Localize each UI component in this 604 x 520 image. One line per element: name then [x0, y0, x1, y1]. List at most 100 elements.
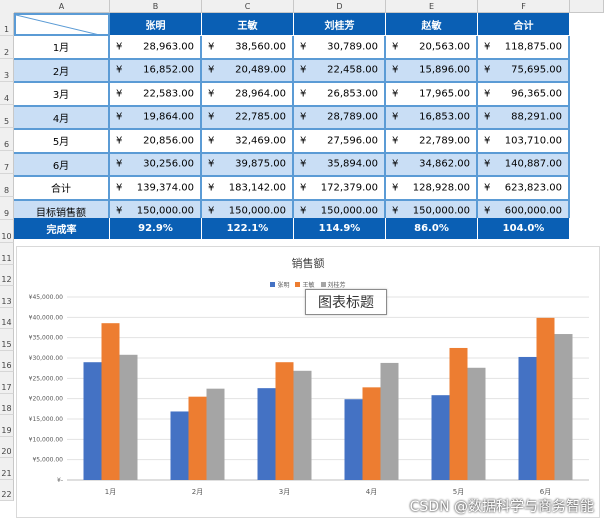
amount-cell[interactable]: ¥96,365.00: [478, 83, 570, 107]
row-header[interactable]: 20: [0, 436, 14, 458]
amount-cell[interactable]: ¥75,695.00: [478, 59, 570, 83]
bar-张明[interactable]: [344, 399, 363, 480]
header-cell[interactable]: 张明: [110, 13, 202, 36]
bar-王敏[interactable]: [536, 317, 555, 480]
row-header[interactable]: 16: [0, 350, 14, 372]
select-all-corner[interactable]: [0, 0, 15, 14]
column-header-e[interactable]: E: [386, 0, 478, 13]
row-label-cell[interactable]: 5月: [14, 130, 110, 154]
row-header[interactable]: 17: [0, 372, 14, 394]
bar-张明[interactable]: [170, 411, 189, 480]
sales-chart[interactable]: 销售额 张明 王敏 刘桂芳 ¥- ¥5,000.00 ¥10,000.00 ¥15,000…: [16, 246, 600, 518]
row-header[interactable]: 15: [0, 329, 14, 351]
row-header[interactable]: 19: [0, 415, 14, 437]
chart-title-placeholder[interactable]: 图表标题: [305, 289, 387, 315]
bar-张明[interactable]: [257, 388, 276, 480]
amount-cell[interactable]: ¥140,887.00: [478, 153, 570, 177]
amount-cell[interactable]: ¥16,852.00: [110, 59, 202, 83]
bar-王敏[interactable]: [275, 362, 294, 480]
row-header[interactable]: 11: [0, 243, 14, 265]
row-header[interactable]: 7: [0, 151, 14, 174]
row-header[interactable]: 5: [0, 105, 14, 128]
bar-王敏[interactable]: [101, 323, 120, 480]
amount-cell[interactable]: ¥103,710.00: [478, 130, 570, 154]
row-header[interactable]: 2: [0, 36, 14, 59]
legend-item[interactable]: 张明: [270, 280, 289, 289]
bar-刘桂芳[interactable]: [554, 334, 573, 480]
bar-刘桂芳[interactable]: [119, 354, 138, 480]
amount-cell[interactable]: ¥34,862.00: [386, 153, 478, 177]
amount-cell[interactable]: ¥15,896.00: [386, 59, 478, 83]
row-label-cell[interactable]: 合计: [14, 177, 110, 201]
amount-cell[interactable]: ¥623,823.00: [478, 177, 570, 201]
bar-刘桂芳[interactable]: [380, 362, 399, 480]
rate-cell[interactable]: 86.0%: [386, 218, 478, 241]
bar-王敏[interactable]: [362, 387, 381, 480]
rate-cell[interactable]: 122.1%: [202, 218, 294, 241]
rate-cell[interactable]: 104.0%: [478, 218, 570, 241]
amount-cell[interactable]: ¥22,458.00: [294, 59, 386, 83]
amount-cell[interactable]: ¥28,963.00: [110, 36, 202, 60]
bar-张明[interactable]: [431, 395, 450, 480]
corner-cell[interactable]: 业务 员: [14, 13, 110, 36]
rate-cell[interactable]: 92.9%: [110, 218, 202, 241]
bar-刘桂芳[interactable]: [467, 367, 486, 480]
amount-cell[interactable]: ¥28,964.00: [202, 83, 294, 107]
amount-cell[interactable]: ¥20,489.00: [202, 59, 294, 83]
row-header[interactable]: 9: [0, 197, 14, 220]
amount-cell[interactable]: ¥30,256.00: [110, 153, 202, 177]
amount-cell[interactable]: ¥39,875.00: [202, 153, 294, 177]
column-header-a[interactable]: A: [14, 0, 110, 13]
header-cell[interactable]: 赵敏: [386, 13, 478, 36]
row-label-cell[interactable]: 2月: [14, 59, 110, 83]
row-header[interactable]: 8: [0, 174, 14, 197]
header-cell[interactable]: 王敏: [202, 13, 294, 36]
amount-cell[interactable]: ¥16,853.00: [386, 106, 478, 130]
amount-cell[interactable]: ¥20,856.00: [110, 130, 202, 154]
row-header[interactable]: 10: [0, 220, 14, 243]
amount-cell[interactable]: ¥27,596.00: [294, 130, 386, 154]
amount-cell[interactable]: ¥139,374.00: [110, 177, 202, 201]
rate-cell[interactable]: 114.9%: [294, 218, 386, 241]
row-label-cell[interactable]: 1月: [14, 36, 110, 60]
row-header[interactable]: 3: [0, 59, 14, 82]
bar-刘桂芳[interactable]: [206, 388, 225, 480]
chart-title[interactable]: 销售额: [291, 257, 325, 270]
header-cell[interactable]: 合计: [478, 13, 570, 36]
legend-item[interactable]: 刘桂芳: [320, 280, 346, 289]
amount-cell[interactable]: ¥26,853.00: [294, 83, 386, 107]
amount-cell[interactable]: ¥19,864.00: [110, 106, 202, 130]
bar-张明[interactable]: [518, 356, 537, 480]
row-label-cell[interactable]: 4月: [14, 106, 110, 130]
amount-cell[interactable]: ¥128,928.00: [386, 177, 478, 201]
amount-cell[interactable]: ¥172,379.00: [294, 177, 386, 201]
row-header[interactable]: 18: [0, 393, 14, 415]
bar-王敏[interactable]: [449, 347, 468, 480]
column-header-d[interactable]: D: [294, 0, 386, 13]
column-header-f[interactable]: F: [478, 0, 570, 13]
amount-cell[interactable]: ¥118,875.00: [478, 36, 570, 60]
chart-legend[interactable]: 张明 王敏 刘桂芳: [17, 280, 599, 289]
amount-cell[interactable]: ¥22,785.00: [202, 106, 294, 130]
amount-cell[interactable]: ¥28,789.00: [294, 106, 386, 130]
header-cell[interactable]: 刘桂芳: [294, 13, 386, 36]
amount-cell[interactable]: ¥32,469.00: [202, 130, 294, 154]
bar-张明[interactable]: [83, 362, 102, 480]
row-header[interactable]: 1: [0, 13, 14, 36]
amount-cell[interactable]: ¥183,142.00: [202, 177, 294, 201]
rate-label-cell[interactable]: 完成率: [14, 218, 110, 241]
amount-cell[interactable]: ¥22,583.00: [110, 83, 202, 107]
column-header-b[interactable]: B: [110, 0, 202, 13]
amount-cell[interactable]: ¥38,560.00: [202, 36, 294, 60]
row-header[interactable]: 6: [0, 128, 14, 151]
amount-cell[interactable]: ¥20,563.00: [386, 36, 478, 60]
legend-item[interactable]: 王敏: [295, 280, 315, 289]
row-header[interactable]: 13: [0, 286, 14, 308]
amount-cell[interactable]: ¥88,291.00: [478, 106, 570, 130]
row-header[interactable]: 22: [0, 479, 14, 501]
column-header-c[interactable]: C: [202, 0, 294, 13]
bar-刘桂芳[interactable]: [293, 370, 312, 480]
row-header[interactable]: 12: [0, 264, 14, 286]
row-label-cell[interactable]: 6月: [14, 153, 110, 177]
amount-cell[interactable]: ¥35,894.00: [294, 153, 386, 177]
